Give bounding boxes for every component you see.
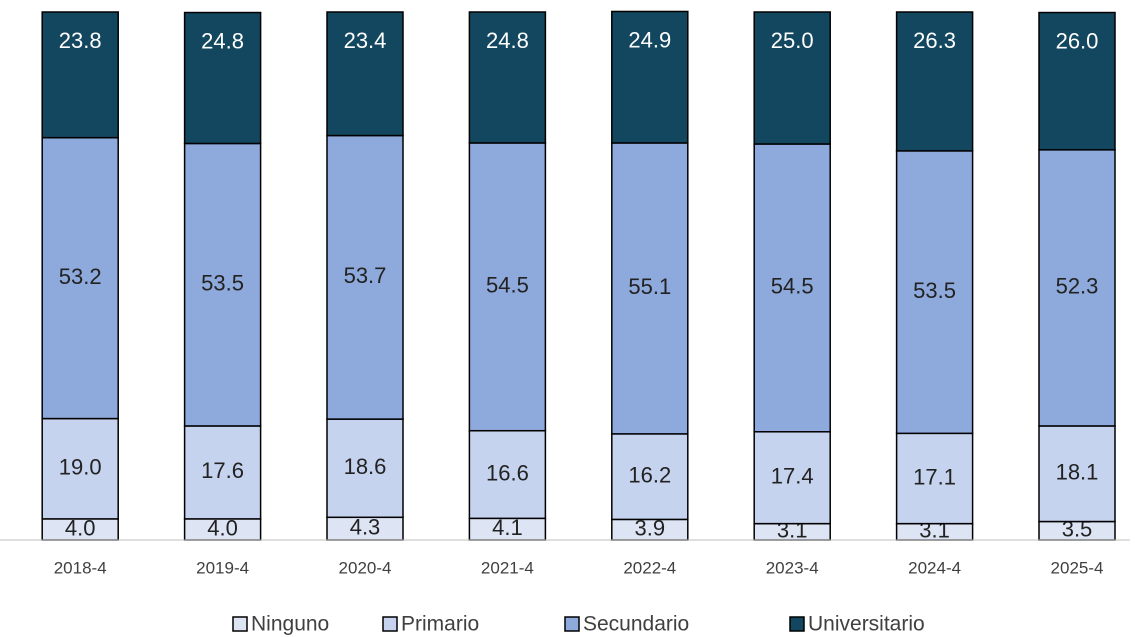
bar-segment — [41, 136, 119, 420]
x-tick-label: 2024-4 — [908, 558, 961, 577]
data-label: 53.2 — [59, 264, 102, 289]
x-tick-label: 2018-4 — [54, 558, 107, 577]
bar-segment — [895, 150, 974, 435]
bar-segment — [468, 11, 547, 144]
legend-swatch — [564, 616, 580, 632]
x-tick-label: 2019-4 — [196, 558, 249, 577]
data-label: 26.3 — [913, 28, 956, 53]
data-label: 17.6 — [201, 458, 244, 483]
x-tick-label: 2023-4 — [766, 558, 819, 577]
legend-label: Primario — [401, 613, 479, 636]
data-label: 18.1 — [1056, 460, 1099, 485]
bar-segment — [41, 11, 119, 139]
bar-segment — [326, 134, 404, 420]
legend-swatch — [232, 616, 248, 632]
data-label: 24.8 — [201, 28, 244, 53]
bar-segment — [1038, 425, 1116, 523]
data-label: 19.0 — [59, 455, 102, 480]
data-label: 4.3 — [350, 514, 381, 539]
bar-segment — [1038, 149, 1116, 427]
data-label: 54.5 — [486, 273, 529, 298]
bar-segment — [41, 417, 119, 520]
legend-label: Secundario — [583, 613, 689, 636]
data-label: 26.0 — [1056, 28, 1099, 53]
bar-segment — [183, 142, 262, 427]
bar-segment — [468, 429, 547, 520]
x-tick-label: 2020-4 — [339, 558, 392, 577]
bar-segment — [895, 432, 974, 525]
bar-segment — [326, 11, 404, 137]
x-tick-label: 2025-4 — [1051, 558, 1104, 577]
legend-swatch — [789, 616, 805, 632]
data-label: 53.5 — [201, 271, 244, 296]
data-label: 55.1 — [628, 274, 671, 299]
data-label: 24.8 — [486, 28, 529, 53]
bar-segment — [753, 11, 831, 145]
x-tick-label: 2021-4 — [481, 558, 534, 577]
data-label: 23.8 — [59, 28, 102, 53]
data-label: 52.3 — [1056, 274, 1099, 299]
bar-segment — [183, 11, 262, 145]
data-label: 18.6 — [344, 454, 387, 479]
legend-label: Universitario — [808, 613, 925, 636]
bar-segment — [611, 433, 689, 521]
legend-swatch — [382, 616, 398, 632]
data-label: 16.2 — [628, 462, 671, 487]
data-label: 54.5 — [771, 274, 814, 299]
x-tick-label: 2022-4 — [623, 558, 676, 577]
data-label: 24.9 — [628, 27, 671, 52]
data-label: 53.5 — [913, 278, 956, 303]
bar-segment — [753, 143, 831, 433]
bar-segment — [895, 11, 974, 152]
bar-segment — [611, 142, 689, 435]
data-label: 25.0 — [771, 28, 814, 53]
legend-label: Ninguno — [251, 613, 329, 636]
data-label: 17.1 — [913, 464, 956, 489]
data-label: 17.4 — [771, 464, 814, 489]
bar-segment — [753, 431, 831, 525]
data-label: 53.7 — [344, 263, 387, 288]
bar-segment — [611, 10, 689, 144]
data-label: 23.4 — [344, 28, 387, 53]
data-label: 4.1 — [492, 515, 523, 540]
data-label: 16.6 — [486, 460, 529, 485]
bar-segment — [1038, 11, 1116, 151]
